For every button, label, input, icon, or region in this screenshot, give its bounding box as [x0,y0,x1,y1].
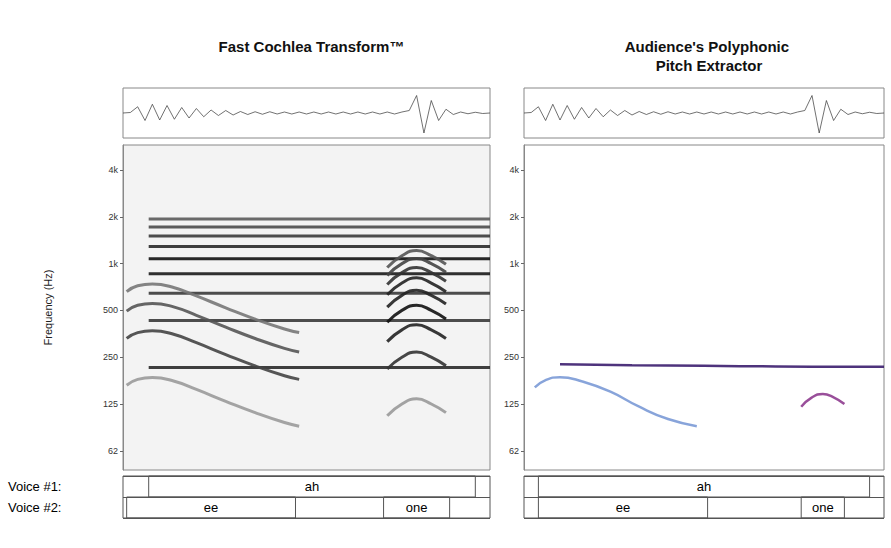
svg-text:Voice #1:: Voice #1: [8,479,62,494]
svg-text:500: 500 [103,305,118,315]
svg-text:250: 250 [504,352,519,362]
svg-text:62: 62 [509,446,519,456]
svg-text:125: 125 [504,399,519,409]
svg-text:Voice #2:: Voice #2: [8,500,62,515]
svg-text:one: one [406,500,428,515]
svg-text:1k: 1k [509,259,519,269]
svg-text:ee: ee [616,500,630,515]
svg-text:4k: 4k [108,165,118,175]
svg-text:ah: ah [305,479,319,494]
svg-text:4k: 4k [509,165,519,175]
svg-text:1k: 1k [108,259,118,269]
svg-text:125: 125 [103,399,118,409]
svg-text:2k: 2k [509,212,519,222]
svg-text:Audience's Polyphonic: Audience's Polyphonic [625,38,794,55]
svg-text:2k: 2k [108,212,118,222]
svg-text:Pitch Extractor: Pitch Extractor [656,57,763,74]
svg-text:one: one [812,500,834,515]
svg-text:Frequency (Hz): Frequency (Hz) [42,270,54,346]
svg-text:62: 62 [108,446,118,456]
svg-text:ee: ee [204,500,218,515]
svg-text:250: 250 [103,352,118,362]
svg-text:500: 500 [504,305,519,315]
svg-text:Fast Cochlea Transform™: Fast Cochlea Transform™ [219,38,405,55]
svg-text:ah: ah [697,479,711,494]
